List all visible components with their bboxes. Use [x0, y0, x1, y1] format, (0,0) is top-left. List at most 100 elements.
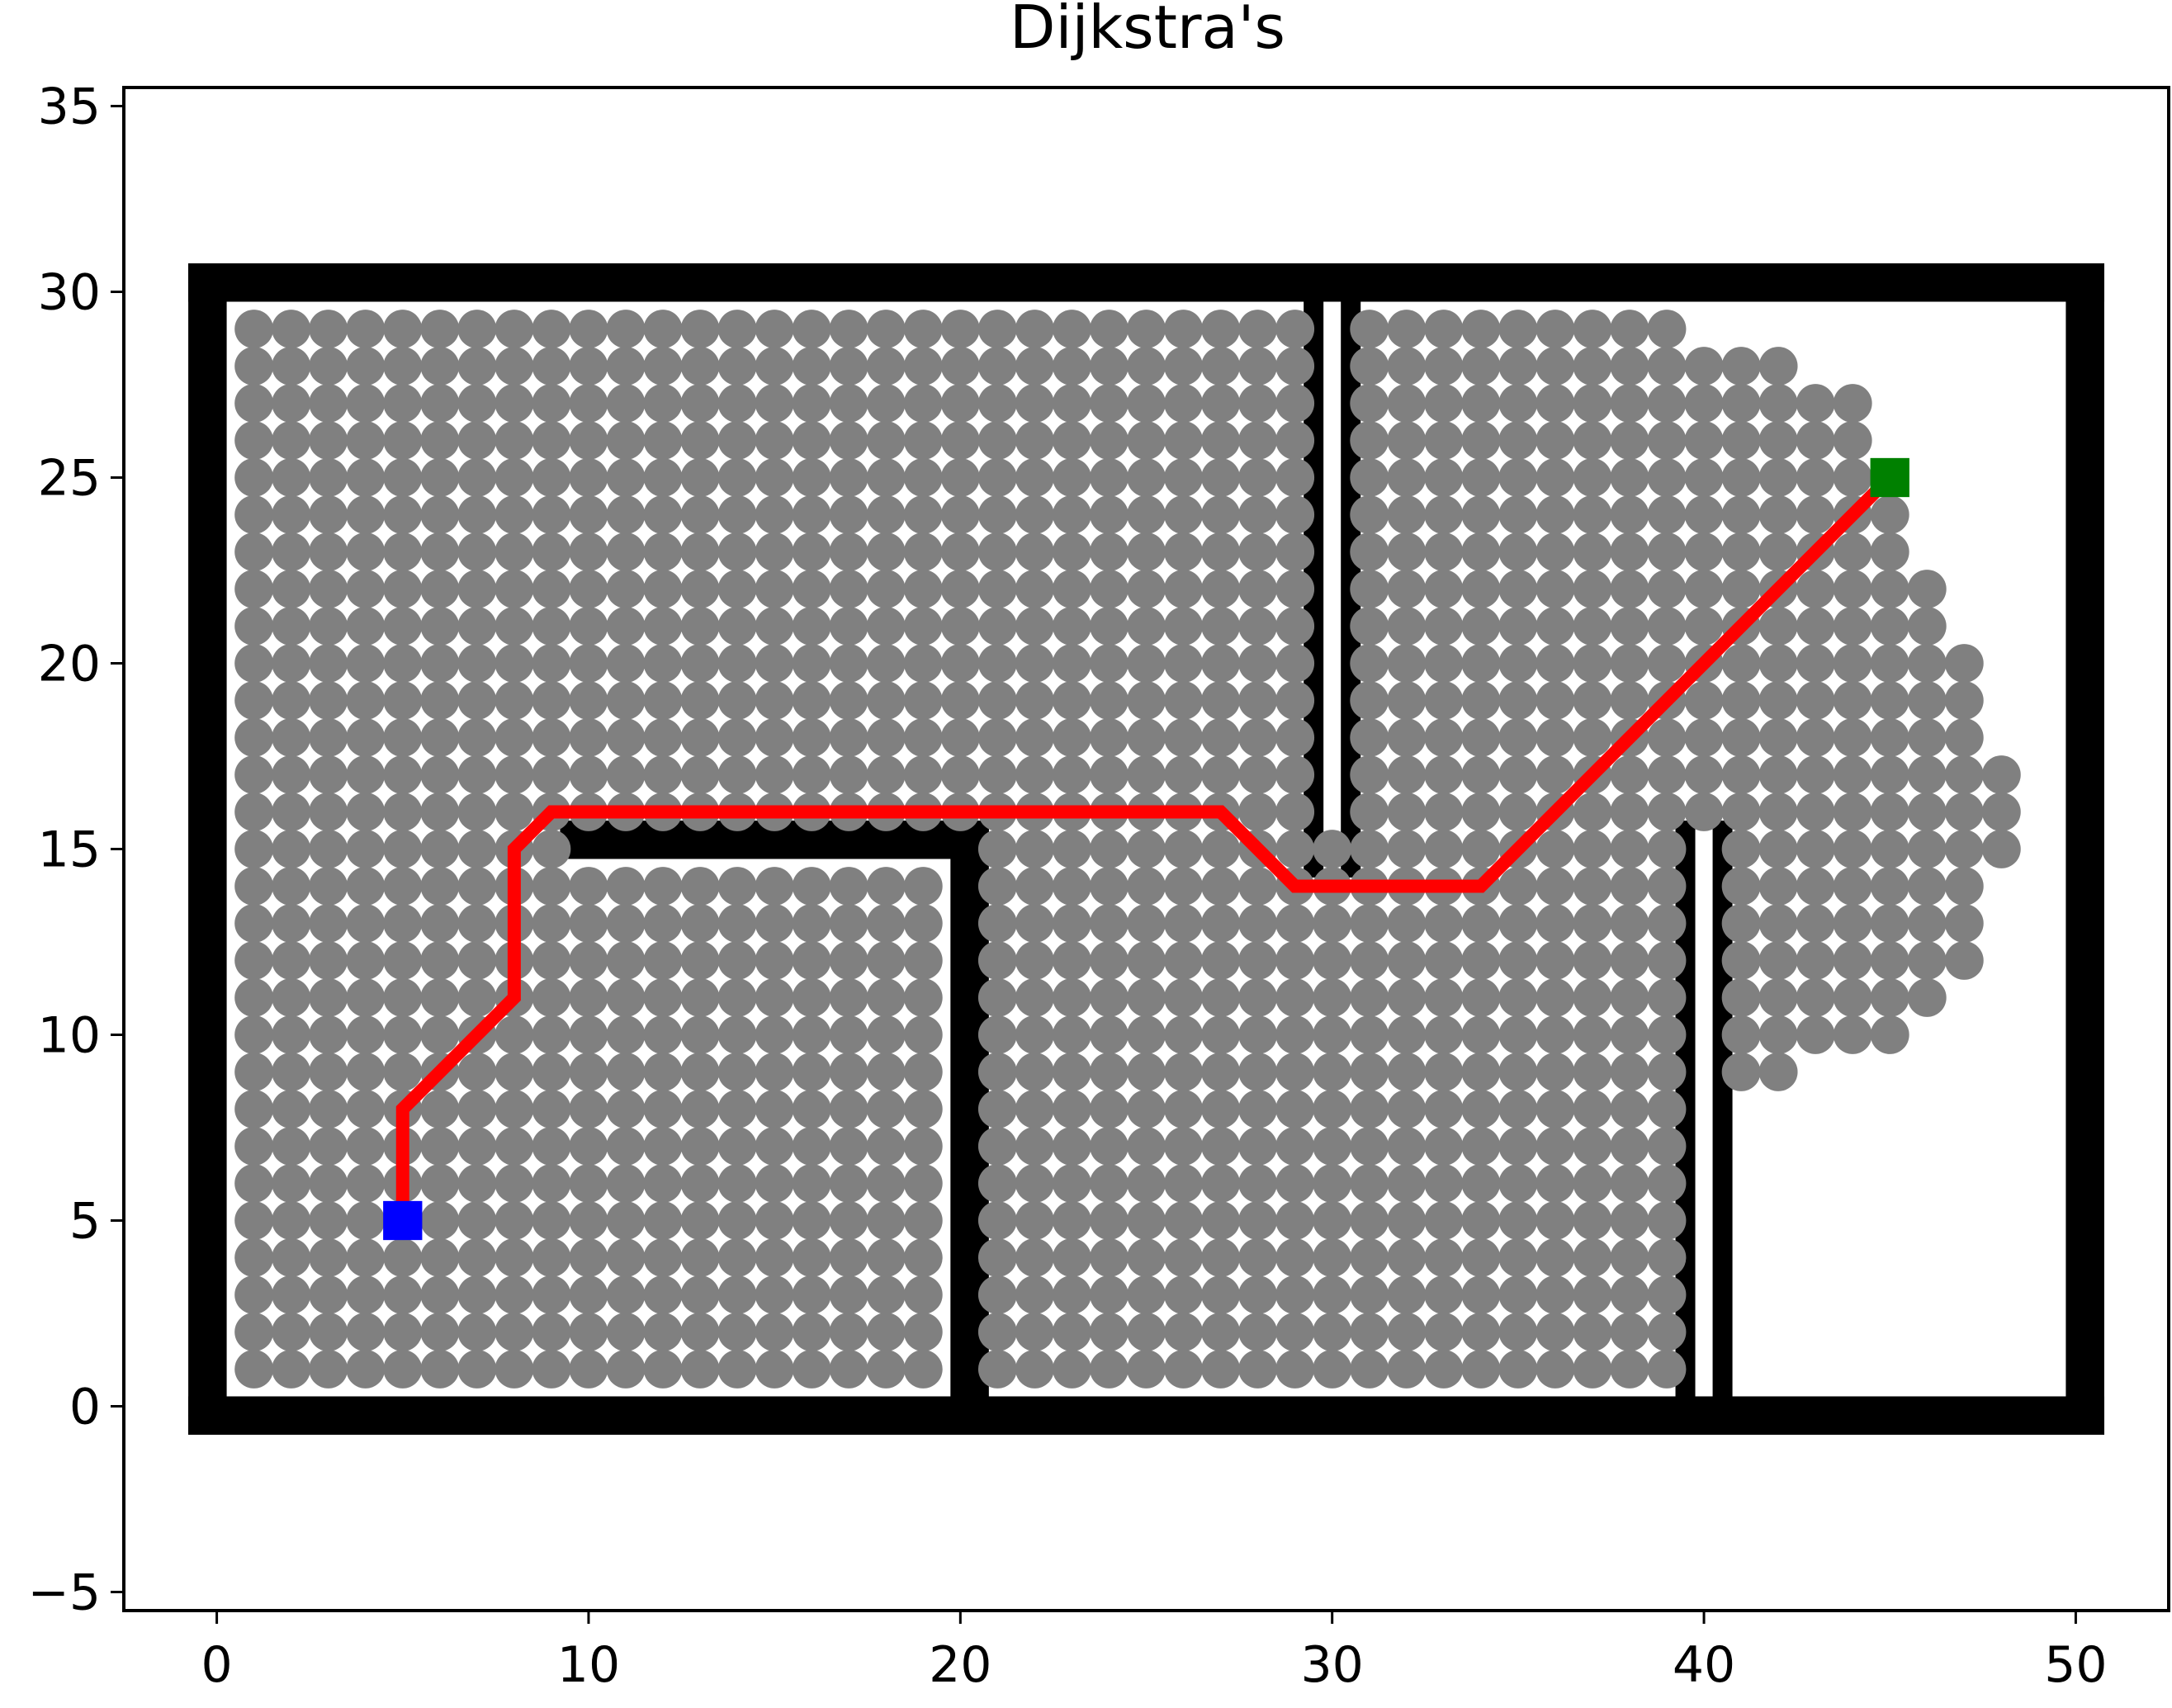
visited-node: [309, 644, 348, 683]
visited-node: [1387, 495, 1427, 534]
visited-node: [1573, 495, 1612, 534]
visited-node: [1647, 1164, 1687, 1203]
visited-node: [792, 570, 831, 608]
visited-node: [494, 1275, 534, 1314]
visited-node: [1275, 1313, 1315, 1351]
visited-node: [532, 830, 571, 868]
visited-node: [717, 904, 757, 943]
visited-node: [1944, 792, 1984, 831]
visited-node: [1090, 718, 1129, 757]
visited-node: [234, 495, 274, 534]
visited-node: [569, 384, 608, 423]
visited-node: [829, 1015, 868, 1054]
visited-node: [1201, 1053, 1240, 1091]
visited-node: [383, 458, 423, 497]
visited-node: [346, 830, 386, 868]
y-tick-label: 35: [38, 78, 101, 136]
visited-node: [1238, 1313, 1278, 1351]
visited-node: [457, 1350, 497, 1389]
visited-node: [272, 755, 311, 794]
visited-node: [755, 532, 794, 571]
visited-node: [755, 904, 794, 943]
visited-node: [1015, 1350, 1054, 1389]
visited-node: [309, 570, 348, 608]
visited-node: [680, 421, 720, 460]
visited-node: [569, 1127, 608, 1166]
visited-node: [1424, 941, 1464, 980]
visited-node: [866, 384, 906, 423]
visited-node: [1461, 384, 1501, 423]
visited-node: [1647, 347, 1687, 386]
visited-node: [1201, 1127, 1240, 1166]
visited-node: [1424, 644, 1464, 683]
visited-node: [903, 421, 943, 460]
visited-node: [1201, 384, 1240, 423]
visited-node: [1238, 941, 1278, 980]
visited-node: [1461, 458, 1501, 497]
visited-node: [680, 755, 720, 794]
visited-node: [1201, 310, 1240, 348]
visited-node: [1275, 495, 1315, 534]
visited-node: [1721, 1053, 1761, 1091]
visited-node: [1238, 718, 1278, 757]
visited-node: [1127, 384, 1166, 423]
visited-node: [1053, 1201, 1091, 1240]
visited-node: [1461, 978, 1501, 1017]
path-layer: [395, 472, 1895, 1221]
visited-node: [1647, 607, 1687, 646]
visited-node: [1015, 830, 1054, 868]
visited-node: [346, 755, 386, 794]
visited-node: [1833, 941, 1872, 980]
visited-node: [383, 1053, 423, 1091]
visited-node: [1498, 1090, 1538, 1128]
visited-node: [977, 904, 1017, 943]
visited-node: [755, 1350, 794, 1389]
visited-node: [1090, 1350, 1129, 1389]
visited-node: [1164, 1275, 1203, 1314]
visited-node: [1313, 904, 1352, 943]
visited-node: [1610, 681, 1649, 720]
visited-node: [1238, 1164, 1278, 1203]
visited-node: [606, 1275, 646, 1314]
visited-node: [1424, 1090, 1464, 1128]
visited-node: [457, 941, 497, 980]
visited-node: [1387, 1201, 1427, 1240]
visited-node: [1944, 867, 1984, 906]
visited-node: [829, 867, 868, 906]
x-tick-label: 40: [1673, 1636, 1735, 1694]
visited-node: [1536, 978, 1575, 1017]
visited-node: [829, 1164, 868, 1203]
visited-node: [903, 1090, 943, 1128]
visited-node: [1461, 532, 1501, 571]
visited-node: [1201, 1090, 1240, 1128]
visited-node: [829, 978, 868, 1017]
visited-node: [383, 532, 423, 571]
visited-node: [1647, 570, 1687, 608]
visited-node: [1498, 310, 1538, 348]
visited-node: [1536, 755, 1575, 794]
visited-node: [457, 830, 497, 868]
markers-layer: [383, 457, 1909, 1241]
visited-node: [1201, 1201, 1240, 1240]
visited-node: [717, 681, 757, 720]
visited-node: [606, 570, 646, 608]
visited-node: [494, 532, 534, 571]
visited-node: [494, 1201, 534, 1240]
visited-node: [1015, 421, 1054, 460]
visited-node: [1721, 867, 1761, 906]
visited-node: [1833, 792, 1872, 831]
visited-node: [1498, 1275, 1538, 1314]
visited-node: [1015, 1127, 1054, 1166]
visited-node: [1498, 792, 1538, 831]
visited-node: [494, 310, 534, 348]
visited-node: [1870, 792, 1909, 831]
visited-node: [1313, 1313, 1352, 1351]
visited-node: [717, 867, 757, 906]
visited-node: [272, 941, 311, 980]
visited-node: [1498, 1053, 1538, 1091]
visited-node: [1387, 644, 1427, 683]
visited-node: [1498, 1313, 1538, 1351]
visited-node: [1201, 421, 1240, 460]
visited-node: [1201, 1164, 1240, 1203]
visited-node: [717, 644, 757, 683]
